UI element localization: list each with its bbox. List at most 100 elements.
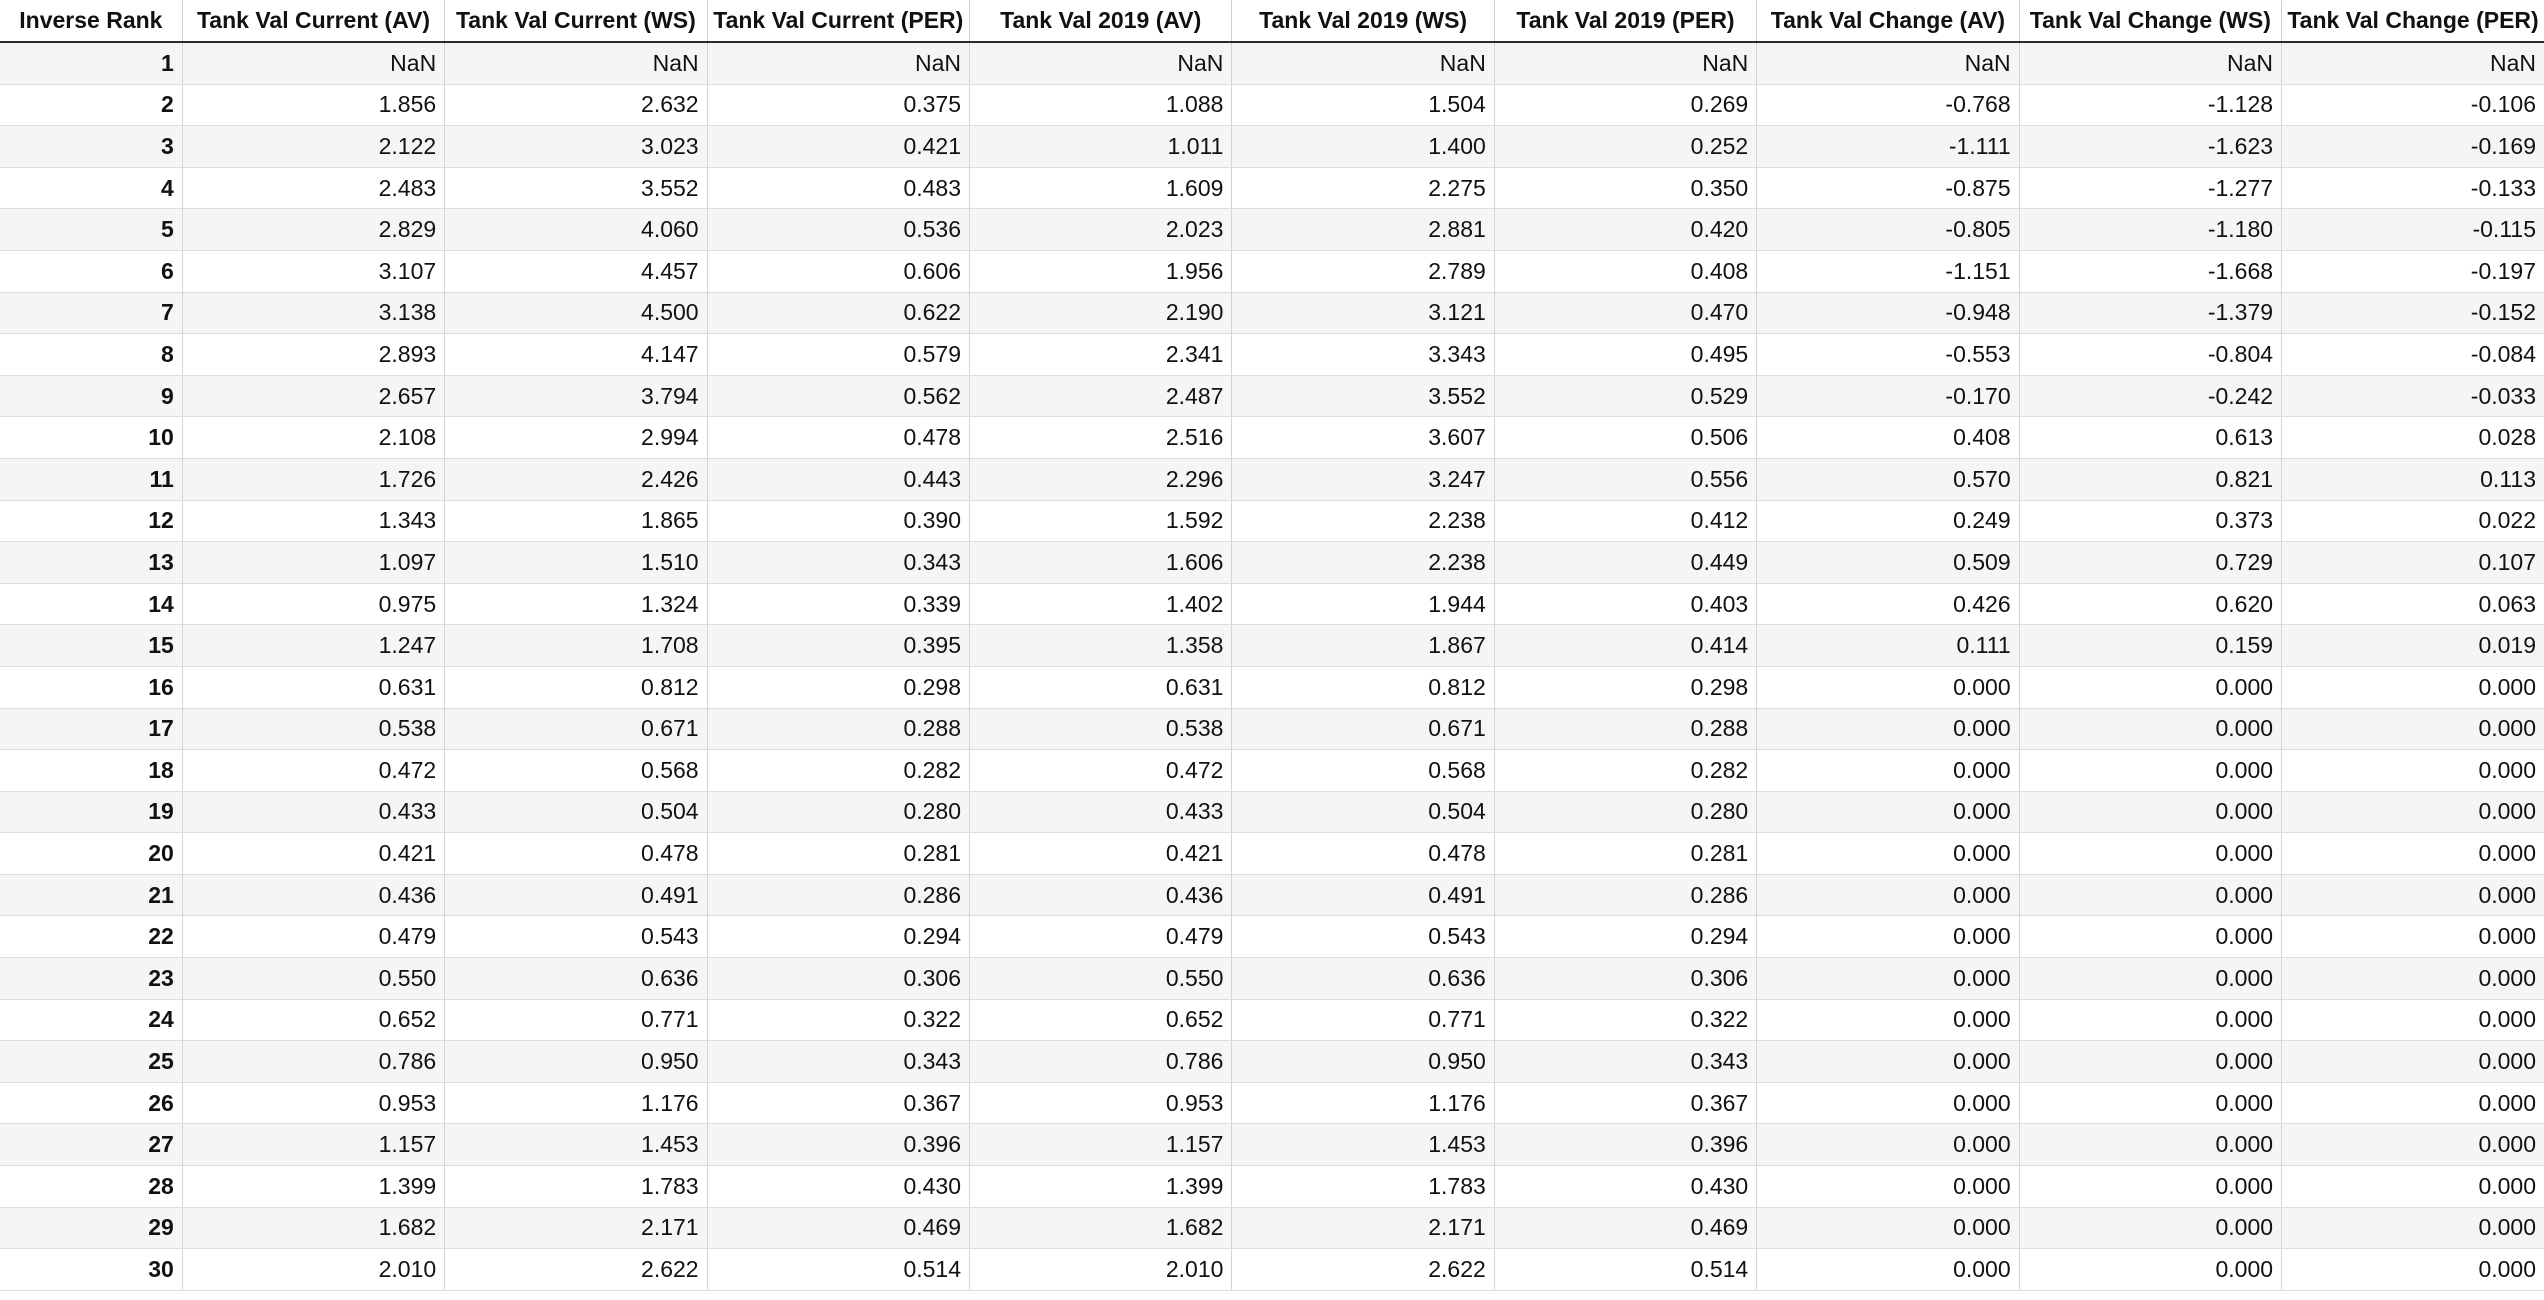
- cell-inverse-rank[interactable]: 4: [0, 167, 183, 210]
- column-header-tank-val-2019-av[interactable]: Tank Val 2019 (AV): [969, 0, 1233, 43]
- cell-change-av[interactable]: 0.000: [1756, 708, 2020, 751]
- cell-current-ws[interactable]: 3.794: [444, 375, 708, 418]
- cell-current-ws[interactable]: 1.324: [444, 583, 708, 626]
- cell-current-ws[interactable]: 0.636: [444, 957, 708, 1000]
- cell-current-ws[interactable]: 1.510: [444, 541, 708, 584]
- cell-2019-ws[interactable]: 0.491: [1231, 874, 1495, 917]
- cell-change-av[interactable]: -0.875: [1756, 167, 2020, 210]
- cell-inverse-rank[interactable]: 17: [0, 708, 183, 751]
- cell-current-per[interactable]: 0.286: [707, 874, 971, 917]
- cell-2019-av[interactable]: 0.786: [969, 1040, 1233, 1083]
- cell-change-av[interactable]: 0.408: [1756, 416, 2020, 459]
- cell-change-ws[interactable]: -1.379: [2019, 292, 2283, 335]
- cell-current-per[interactable]: 0.294: [707, 915, 971, 959]
- cell-change-per[interactable]: 0.000: [2281, 1082, 2544, 1125]
- cell-change-av[interactable]: 0.000: [1756, 1248, 2020, 1291]
- cell-2019-per[interactable]: 0.286: [1494, 874, 1758, 917]
- cell-change-per[interactable]: 0.028: [2281, 416, 2544, 459]
- cell-change-per[interactable]: 0.063: [2281, 583, 2544, 626]
- cell-2019-per[interactable]: 0.449: [1494, 541, 1758, 584]
- cell-change-av[interactable]: 0.426: [1756, 583, 2020, 626]
- cell-current-av[interactable]: 1.247: [182, 624, 446, 667]
- cell-2019-ws[interactable]: 0.568: [1231, 749, 1495, 792]
- cell-inverse-rank[interactable]: 22: [0, 915, 183, 959]
- cell-change-ws[interactable]: 0.000: [2019, 832, 2283, 875]
- cell-2019-per[interactable]: 0.556: [1494, 458, 1758, 501]
- cell-current-av[interactable]: 0.436: [182, 874, 446, 917]
- cell-current-per[interactable]: 0.421: [707, 125, 971, 168]
- cell-current-ws[interactable]: 1.783: [444, 1165, 708, 1208]
- cell-change-av[interactable]: 0.000: [1756, 1040, 2020, 1083]
- cell-inverse-rank[interactable]: 20: [0, 832, 183, 875]
- column-header-tank-val-current-ws[interactable]: Tank Val Current (WS): [444, 0, 708, 43]
- cell-change-av[interactable]: -0.948: [1756, 292, 2020, 335]
- cell-change-per[interactable]: -0.169: [2281, 125, 2544, 168]
- cell-inverse-rank[interactable]: 26: [0, 1082, 183, 1125]
- cell-current-per[interactable]: 0.469: [707, 1207, 971, 1250]
- column-header-tank-val-2019-per[interactable]: Tank Val 2019 (PER): [1494, 0, 1758, 43]
- cell-change-per[interactable]: 0.000: [2281, 1207, 2544, 1250]
- cell-current-per[interactable]: 0.396: [707, 1123, 971, 1167]
- cell-current-av[interactable]: 2.657: [182, 375, 446, 418]
- cell-change-av[interactable]: 0.111: [1756, 624, 2020, 667]
- cell-change-av[interactable]: -1.151: [1756, 250, 2020, 293]
- cell-inverse-rank[interactable]: 11: [0, 458, 183, 501]
- cell-2019-ws[interactable]: 2.238: [1231, 541, 1495, 584]
- cell-change-per[interactable]: NaN: [2281, 42, 2544, 85]
- cell-change-per[interactable]: -0.197: [2281, 250, 2544, 293]
- cell-inverse-rank[interactable]: 18: [0, 749, 183, 792]
- cell-current-per[interactable]: 0.443: [707, 458, 971, 501]
- cell-current-av[interactable]: 1.097: [182, 541, 446, 584]
- cell-change-ws[interactable]: -1.668: [2019, 250, 2283, 293]
- cell-inverse-rank[interactable]: 6: [0, 250, 183, 293]
- cell-current-per[interactable]: 0.343: [707, 541, 971, 584]
- cell-current-av[interactable]: 3.138: [182, 292, 446, 335]
- cell-change-per[interactable]: 0.022: [2281, 500, 2544, 543]
- cell-current-ws[interactable]: 4.060: [444, 208, 708, 251]
- cell-current-per[interactable]: 0.367: [707, 1082, 971, 1125]
- cell-2019-av[interactable]: NaN: [969, 42, 1233, 85]
- cell-change-av[interactable]: 0.000: [1756, 832, 2020, 875]
- cell-current-av[interactable]: 0.433: [182, 791, 446, 834]
- cell-change-av[interactable]: 0.000: [1756, 1082, 2020, 1125]
- cell-inverse-rank[interactable]: 30: [0, 1248, 183, 1291]
- cell-inverse-rank[interactable]: 9: [0, 375, 183, 418]
- cell-2019-per[interactable]: 0.420: [1494, 208, 1758, 251]
- cell-current-per[interactable]: 0.562: [707, 375, 971, 418]
- cell-2019-ws[interactable]: 3.121: [1231, 292, 1495, 335]
- cell-change-av[interactable]: 0.000: [1756, 915, 2020, 959]
- cell-current-av[interactable]: NaN: [182, 42, 446, 85]
- cell-2019-ws[interactable]: 2.238: [1231, 500, 1495, 543]
- cell-2019-per[interactable]: 0.412: [1494, 500, 1758, 543]
- cell-2019-ws[interactable]: 3.607: [1231, 416, 1495, 459]
- cell-current-av[interactable]: 2.483: [182, 167, 446, 210]
- cell-current-per[interactable]: 0.579: [707, 333, 971, 376]
- cell-current-av[interactable]: 3.107: [182, 250, 446, 293]
- cell-current-ws[interactable]: 0.504: [444, 791, 708, 834]
- cell-change-ws[interactable]: -1.623: [2019, 125, 2283, 168]
- cell-change-ws[interactable]: 0.373: [2019, 500, 2283, 543]
- cell-current-av[interactable]: 1.157: [182, 1123, 446, 1167]
- cell-inverse-rank[interactable]: 13: [0, 541, 183, 584]
- cell-current-ws[interactable]: 0.543: [444, 915, 708, 959]
- cell-change-per[interactable]: 0.000: [2281, 999, 2544, 1042]
- cell-2019-ws[interactable]: 1.783: [1231, 1165, 1495, 1208]
- cell-2019-av[interactable]: 1.682: [969, 1207, 1233, 1250]
- cell-current-av[interactable]: 2.010: [182, 1248, 446, 1291]
- cell-2019-ws[interactable]: 2.789: [1231, 250, 1495, 293]
- cell-inverse-rank[interactable]: 21: [0, 874, 183, 917]
- cell-current-per[interactable]: 0.280: [707, 791, 971, 834]
- cell-change-ws[interactable]: NaN: [2019, 42, 2283, 85]
- cell-2019-av[interactable]: 1.592: [969, 500, 1233, 543]
- cell-change-av[interactable]: 0.000: [1756, 1207, 2020, 1250]
- cell-2019-av[interactable]: 0.433: [969, 791, 1233, 834]
- cell-inverse-rank[interactable]: 14: [0, 583, 183, 626]
- cell-change-per[interactable]: 0.000: [2281, 708, 2544, 751]
- cell-2019-ws[interactable]: 2.881: [1231, 208, 1495, 251]
- cell-change-per[interactable]: -0.033: [2281, 375, 2544, 418]
- cell-inverse-rank[interactable]: 1: [0, 42, 183, 85]
- cell-current-av[interactable]: 0.975: [182, 583, 446, 626]
- cell-current-ws[interactable]: 2.622: [444, 1248, 708, 1291]
- cell-change-per[interactable]: -0.152: [2281, 292, 2544, 335]
- cell-current-ws[interactable]: 1.453: [444, 1123, 708, 1167]
